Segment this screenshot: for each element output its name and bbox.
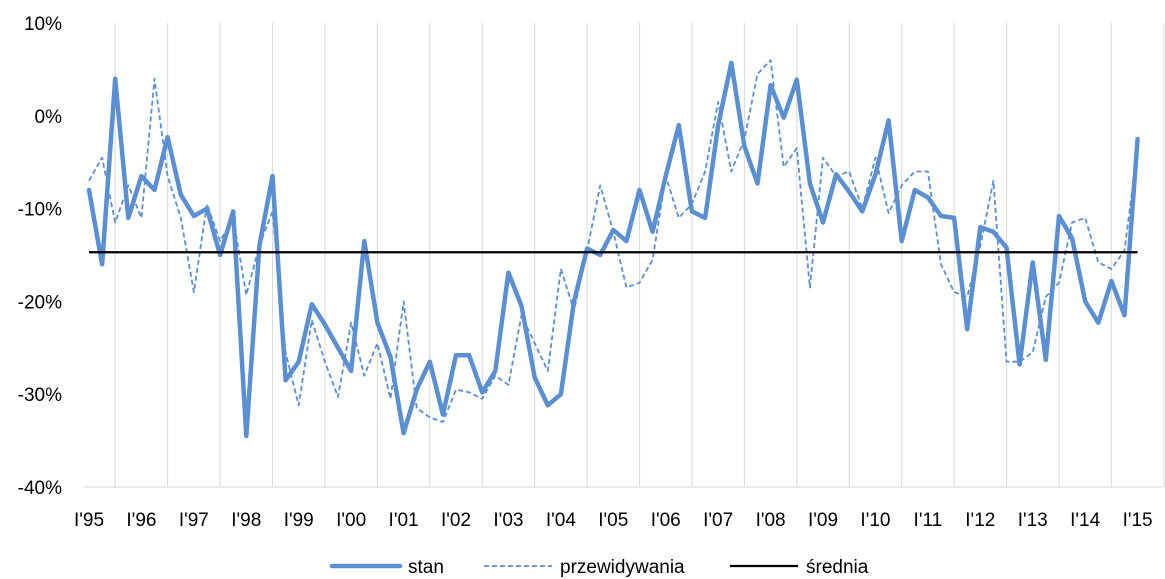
y-tick-label: -40% — [18, 478, 62, 499]
x-tick-label: I'03 — [493, 510, 523, 531]
y-tick-label: -30% — [18, 385, 62, 406]
x-axis-tick-labels: I'95 I'96 I'97 I'98 I'99 I'00 I'01 I'02 I'03 I'04… — [74, 510, 1153, 531]
y-tick-label: -20% — [18, 292, 62, 313]
x-tick-label: I'12 — [965, 510, 995, 531]
legend-label: stan — [408, 557, 444, 578]
x-tick-label: I'09 — [808, 510, 838, 531]
x-tick-label: I'15 — [1123, 510, 1153, 531]
x-tick-label: I'10 — [860, 510, 890, 531]
legend: stan przewidywania średnia — [329, 557, 869, 578]
y-tick-label: 0% — [35, 107, 63, 128]
x-tick-label: I'98 — [231, 510, 261, 531]
x-tick-label: I'08 — [756, 510, 786, 531]
y-axis-tick-labels: 10% 0% -10% -20% -30% -40% — [18, 14, 62, 499]
legend-label: przewidywania — [560, 557, 685, 578]
x-tick-label: I'95 — [74, 510, 104, 531]
series-lines — [86, 59, 1140, 439]
x-tick-label: I'02 — [441, 510, 471, 531]
x-tick-label: I'11 — [914, 510, 943, 531]
x-tick-label: I'14 — [1070, 510, 1100, 531]
x-tick-label: I'00 — [336, 510, 366, 531]
series-line-stan — [86, 60, 1140, 439]
x-tick-label: I'01 — [389, 510, 419, 531]
x-tick-label: I'05 — [598, 510, 628, 531]
x-tick-label: I'97 — [179, 510, 209, 531]
legend-label: średnia — [806, 557, 869, 578]
x-tick-label: I'06 — [651, 510, 681, 531]
x-tick-label: I'07 — [703, 510, 733, 531]
x-tick-label: I'96 — [126, 510, 156, 531]
y-tick-label: 10% — [24, 14, 62, 35]
x-tick-label: I'99 — [284, 510, 314, 531]
y-tick-label: -10% — [18, 200, 62, 221]
x-tick-label: I'04 — [546, 510, 576, 531]
x-tick-label: I'13 — [1018, 510, 1048, 531]
